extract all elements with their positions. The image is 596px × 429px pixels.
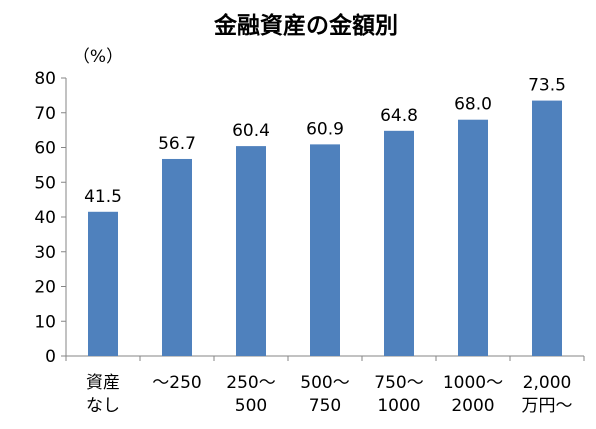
bar	[384, 130, 414, 356]
data-label: 68.0	[454, 95, 492, 115]
category-label: 2,000	[523, 373, 572, 393]
data-label: 60.9	[306, 119, 344, 139]
bar	[310, 144, 340, 356]
y-axis-unit-label: （%）	[73, 47, 123, 67]
bar	[236, 146, 266, 356]
y-tick-label: 10	[34, 312, 56, 332]
bar	[88, 211, 118, 356]
bar	[162, 158, 192, 356]
category-label: 2000	[451, 396, 494, 416]
chart-title: 金融資産の金額別	[213, 12, 398, 39]
bars	[88, 100, 562, 357]
bar	[458, 119, 488, 356]
category-label: 250～	[226, 373, 275, 393]
category-label: 750～	[374, 373, 423, 393]
category-label: 500	[235, 396, 267, 416]
bar	[532, 100, 562, 357]
y-tick-label: 70	[34, 104, 56, 124]
y-tick-label: 40	[34, 208, 56, 228]
category-label: なし	[86, 396, 120, 416]
data-label: 64.8	[380, 106, 418, 126]
y-axis-ticks: 0 10 20 30 40 50 60 70 80	[34, 69, 585, 367]
y-tick-label: 0	[45, 347, 56, 367]
category-label: ～250	[152, 373, 201, 393]
value-labels: 41.5 56.7 60.4 60.9 64.8 68.0 73.5	[84, 76, 566, 207]
category-label: 資産	[86, 373, 120, 393]
y-tick-label: 30	[34, 243, 56, 263]
category-label: 万円～	[522, 396, 573, 416]
data-label: 41.5	[84, 187, 122, 207]
category-label: 1000～	[443, 373, 503, 393]
y-tick-label: 50	[34, 173, 56, 193]
category-label: 750	[309, 396, 341, 416]
y-tick-label: 80	[34, 69, 56, 89]
category-label: 1000	[377, 396, 420, 416]
y-tick-label: 20	[34, 278, 56, 298]
data-label: 73.5	[528, 76, 566, 96]
category-label: 500～	[300, 373, 349, 393]
data-label: 56.7	[158, 134, 196, 154]
data-label: 60.4	[232, 121, 270, 141]
y-tick-label: 60	[34, 139, 56, 159]
